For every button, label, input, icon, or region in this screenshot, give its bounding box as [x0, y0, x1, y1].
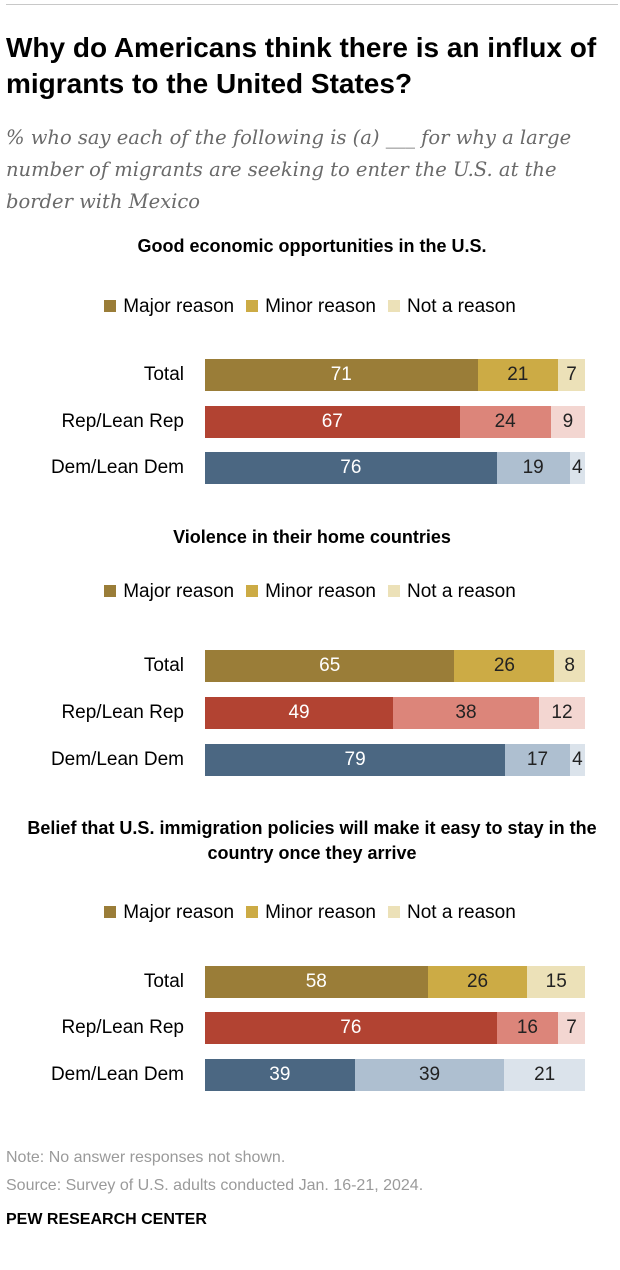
- bar-segment-not: 8: [554, 650, 585, 682]
- legend-label-major: Major reason: [123, 296, 235, 317]
- bar-row-total: Total 65 26 8: [0, 650, 620, 682]
- legend-swatch-not: [387, 300, 400, 312]
- stacked-bar: 65 26 8: [205, 650, 585, 682]
- legend-label-not: Not a reason: [406, 296, 516, 317]
- bar-segment-minor: 19: [496, 452, 570, 484]
- legend-item-major: Major reason: [104, 580, 234, 604]
- bar-segment-minor: 24: [459, 406, 551, 438]
- stacked-bar: 79 17 4: [205, 744, 585, 776]
- bar-segment-minor: 39: [354, 1059, 505, 1091]
- category-label: Dem/Lean Dem: [50, 1064, 184, 1085]
- bar-segment-not: 7: [558, 359, 585, 391]
- category-label: Rep/Lean Rep: [61, 411, 184, 432]
- legend-item-minor: Minor reason: [246, 901, 376, 925]
- bar-segment-major: 39: [205, 1059, 355, 1091]
- legend-3: Major reason Minor reason Not a reason: [0, 901, 620, 925]
- bar-row-total: Total 58 26 15: [0, 966, 620, 998]
- bar-segment-minor: 21: [477, 359, 559, 391]
- bar-row-dem-lean-dem: Dem/Lean Dem 76 19 4: [0, 452, 620, 484]
- legend-item-minor: Minor reason: [246, 580, 376, 604]
- bar-row-rep-lean-rep: Rep/Lean Rep 67 24 9: [0, 406, 620, 438]
- stacked-bar: 76 16 7: [205, 1012, 585, 1044]
- bar-segment-minor: 16: [496, 1012, 559, 1044]
- stacked-bar: 76 19 4: [205, 452, 585, 484]
- legend-swatch-not: [387, 906, 400, 918]
- bar-segment-major: 49: [205, 697, 394, 729]
- bar-segment-not: 15: [527, 966, 585, 998]
- legend-swatch-major: [104, 585, 117, 597]
- stacked-bar: 71 21 7: [205, 359, 585, 391]
- bar-segment-major: 76: [205, 452, 497, 484]
- legend-swatch-major: [104, 300, 117, 312]
- legend-label-not: Not a reason: [406, 581, 516, 602]
- category-label: Total: [143, 655, 184, 676]
- legend-item-major: Major reason: [104, 295, 234, 319]
- bar-row-rep-lean-rep: Rep/Lean Rep 76 16 7: [0, 1012, 620, 1044]
- top-rule: [6, 4, 618, 5]
- legend-swatch-major: [104, 906, 117, 918]
- legend-swatch-not: [387, 585, 400, 597]
- bar-segment-major: 76: [205, 1012, 497, 1044]
- stacked-bar: 39 39 21: [205, 1059, 585, 1091]
- legend-swatch-minor: [246, 585, 259, 597]
- legend-1: Major reason Minor reason Not a reason: [0, 295, 620, 319]
- legend-item-not: Not a reason: [387, 580, 516, 604]
- legend-label-major: Major reason: [123, 581, 235, 602]
- legend-label-minor: Minor reason: [265, 296, 376, 317]
- legend-item-not: Not a reason: [387, 295, 516, 319]
- panel-title-1: Good economic opportunities in the U.S.: [137, 236, 487, 256]
- chart-subtitle: % who say each of the following is (a) _…: [6, 126, 572, 213]
- bar-segment-major: 58: [205, 966, 428, 998]
- legend-swatch-minor: [246, 906, 259, 918]
- bar-segment-not: 4: [569, 452, 585, 484]
- bar-row-dem-lean-dem: Dem/Lean Dem 39 39 21: [0, 1059, 620, 1091]
- chart-title: Why do Americans think there is an influ…: [6, 32, 597, 99]
- bar-segment-not: 4: [569, 744, 585, 776]
- bar-segment-minor: 38: [393, 697, 539, 729]
- category-label: Total: [143, 971, 184, 992]
- bar-segment-not: 7: [558, 1012, 585, 1044]
- category-label: Dem/Lean Dem: [50, 749, 184, 770]
- legend-label-minor: Minor reason: [265, 902, 376, 923]
- category-label: Dem/Lean Dem: [50, 457, 184, 478]
- bar-segment-major: 65: [205, 650, 455, 682]
- bar-row-dem-lean-dem: Dem/Lean Dem 79 17 4: [0, 744, 620, 776]
- category-label: Total: [143, 364, 184, 385]
- legend-2: Major reason Minor reason Not a reason: [0, 580, 620, 604]
- legend-item-minor: Minor reason: [246, 295, 376, 319]
- legend-label-major: Major reason: [123, 902, 235, 923]
- bar-segment-not: 9: [550, 406, 585, 438]
- source-text: Source: Survey of U.S. adults conducted …: [6, 1177, 424, 1194]
- legend-label-not: Not a reason: [406, 902, 516, 923]
- bar-segment-minor: 26: [427, 966, 528, 998]
- panel-title-2: Violence in their home countries: [173, 527, 451, 547]
- legend-swatch-minor: [246, 300, 259, 312]
- bar-row-rep-lean-rep: Rep/Lean Rep 49 38 12: [0, 697, 620, 729]
- bar-segment-minor: 17: [505, 744, 570, 776]
- bar-row-total: Total 71 21 7: [0, 359, 620, 391]
- bar-segment-major: 71: [205, 359, 478, 391]
- category-label: Rep/Lean Rep: [61, 1017, 184, 1038]
- legend-item-major: Major reason: [104, 901, 234, 925]
- stacked-bar: 58 26 15: [205, 966, 585, 998]
- legend-label-minor: Minor reason: [265, 581, 376, 602]
- category-label: Rep/Lean Rep: [61, 702, 184, 723]
- bar-segment-major: 79: [205, 744, 506, 776]
- bar-segment-major: 67: [205, 406, 460, 438]
- bar-segment-not: 12: [538, 697, 585, 729]
- bar-segment-minor: 26: [454, 650, 555, 682]
- legend-item-not: Not a reason: [387, 901, 516, 925]
- stacked-bar: 67 24 9: [205, 406, 585, 438]
- stacked-bar: 49 38 12: [205, 697, 585, 729]
- bar-segment-not: 21: [504, 1059, 585, 1091]
- org-name: PEW RESEARCH CENTER: [6, 1211, 207, 1228]
- panel-title-3: Belief that U.S. immigration policies wi…: [27, 818, 597, 863]
- note-text: Note: No answer responses not shown.: [6, 1149, 286, 1166]
